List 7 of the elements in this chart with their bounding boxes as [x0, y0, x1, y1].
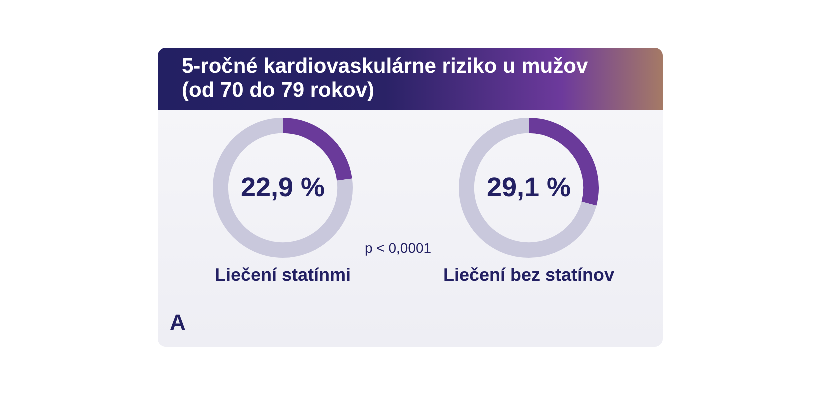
text: A: [170, 310, 186, 336]
text: p < 0,0001: [365, 240, 432, 256]
text: Liečení bez statínov: [442, 264, 616, 286]
data-label: 22,9 %: [240, 172, 326, 202]
data-label: 29,1 %: [486, 172, 572, 202]
chart-title: 5-ročné kardiovaskulárne riziko u mužov (od 70 do 79 rokov): [182, 55, 590, 103]
text: Liečení statínmi: [214, 264, 352, 286]
